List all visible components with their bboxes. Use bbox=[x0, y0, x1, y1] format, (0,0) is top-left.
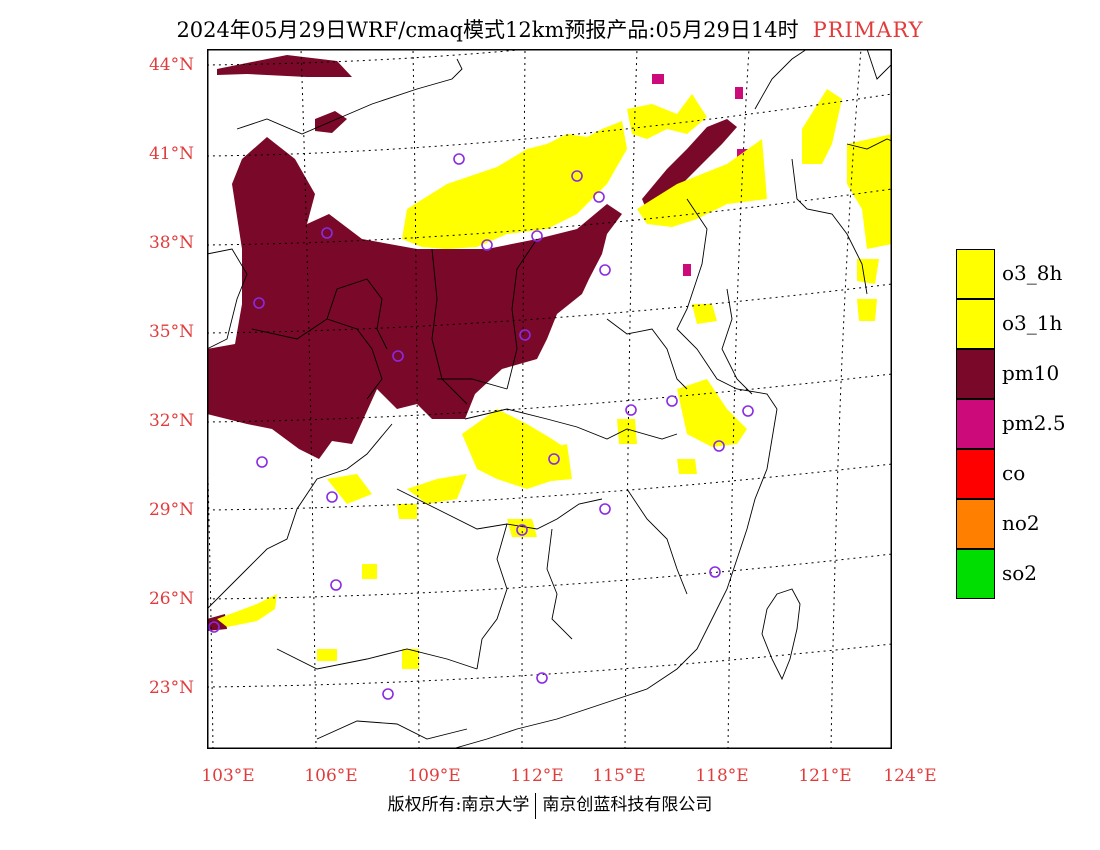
copyright-owner: 版权所有:南京大学 bbox=[387, 795, 530, 815]
legend-swatch bbox=[956, 299, 995, 349]
legend-swatch bbox=[956, 349, 995, 399]
map-panel[interactable] bbox=[201, 49, 892, 755]
legend-label: pm2.5 bbox=[1002, 411, 1066, 435]
pollution-map bbox=[201, 49, 892, 755]
pm10-area bbox=[207, 55, 737, 631]
legend-label: o3_1h bbox=[1002, 311, 1063, 335]
monitoring-stations bbox=[208, 153, 754, 700]
legend-label: pm10 bbox=[1002, 361, 1060, 385]
legend-label: o3_8h bbox=[1002, 261, 1063, 285]
legend-swatch bbox=[956, 499, 995, 549]
legend-swatch bbox=[956, 249, 995, 299]
boundaries bbox=[207, 49, 892, 749]
lat-label-23: 23°N bbox=[148, 678, 194, 698]
legend-label: so2 bbox=[1002, 561, 1038, 585]
lat-label-44: 44°N bbox=[148, 55, 194, 75]
lon-label-121: 121°E bbox=[798, 766, 852, 786]
title-text: 2024年05月29日WRF/cmaq模式12km预报产品:05月29日14时 bbox=[176, 18, 799, 42]
lat-label-29: 29°N bbox=[148, 500, 194, 520]
copyright-company: 南京创蓝科技有限公司 bbox=[542, 795, 713, 815]
lon-label-112: 112°E bbox=[510, 766, 564, 786]
lon-label-115: 115°E bbox=[592, 766, 646, 786]
lat-label-41: 41°N bbox=[148, 144, 194, 164]
graticule bbox=[207, 49, 892, 749]
lat-label-38: 38°N bbox=[148, 233, 194, 253]
legend-swatch bbox=[956, 399, 995, 449]
lat-label-35: 35°N bbox=[148, 322, 194, 342]
legend-swatch bbox=[956, 549, 995, 599]
primary-tag: PRIMARY bbox=[812, 18, 924, 42]
lon-label-109: 109°E bbox=[407, 766, 461, 786]
lat-label-32: 32°N bbox=[148, 411, 194, 431]
lon-label-118: 118°E bbox=[695, 766, 749, 786]
lon-label-106: 106°E bbox=[304, 766, 358, 786]
lat-label-26: 26°N bbox=[148, 589, 194, 609]
lon-label-103: 103°E bbox=[201, 766, 255, 786]
legend-label: no2 bbox=[1002, 511, 1040, 535]
legend-swatch bbox=[956, 449, 995, 499]
ozone-area bbox=[217, 89, 892, 669]
map-title: 2024年05月29日WRF/cmaq模式12km预报产品:05月29日14时 P… bbox=[0, 14, 1100, 44]
footer-divider bbox=[535, 792, 537, 819]
legend-label: co bbox=[1002, 461, 1026, 485]
lon-label-124: 124°E bbox=[883, 766, 937, 786]
copyright-footer: 版权所有:南京大学 南京创蓝科技有限公司 bbox=[0, 790, 1100, 819]
